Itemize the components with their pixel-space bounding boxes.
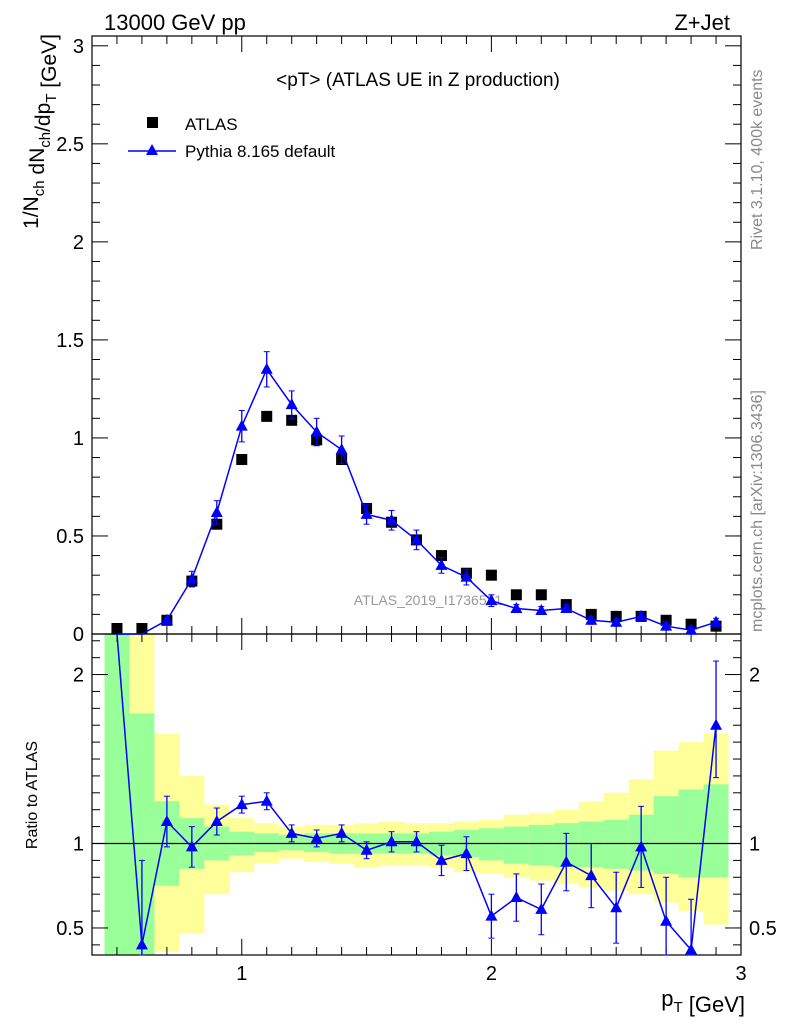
ratio-band-green-bin bbox=[279, 835, 305, 851]
ratio-y-tick-label-left: 2 bbox=[73, 665, 84, 687]
ratio-point bbox=[485, 909, 498, 921]
ratio-point bbox=[135, 938, 148, 950]
ratio-point bbox=[510, 891, 523, 903]
header-left-label: 13000 GeV pp bbox=[104, 10, 246, 35]
ratio-point bbox=[660, 914, 673, 926]
main-title: <pT> (ATLAS UE in Z production) bbox=[276, 70, 560, 91]
ratio-point bbox=[285, 826, 298, 838]
ratio-band-green-bin bbox=[104, 634, 130, 955]
legend-pythia-label: Pythia 8.165 default bbox=[185, 142, 336, 161]
ratio-y-tick-label-right: 1 bbox=[749, 833, 760, 855]
pythia-point bbox=[535, 603, 548, 615]
ratio-y-tick-label-left: 0.5 bbox=[56, 918, 84, 940]
ratio-band-green-bin bbox=[478, 828, 504, 861]
pythia-point bbox=[235, 419, 248, 431]
ratio-y-tick-label-left: 1 bbox=[73, 833, 84, 855]
x-tick-label: 1 bbox=[236, 963, 247, 985]
pythia-point bbox=[435, 558, 448, 570]
pythia-point bbox=[410, 533, 423, 545]
atlas-point bbox=[510, 589, 522, 601]
ratio-band-green-bin bbox=[653, 796, 679, 874]
ratio-point bbox=[360, 843, 373, 855]
header-right-label: Z+Jet bbox=[674, 10, 730, 35]
main-y-tick-label: 0.5 bbox=[56, 526, 84, 548]
ratio-point bbox=[235, 798, 248, 810]
pythia-point bbox=[385, 513, 398, 525]
ratio-point bbox=[710, 718, 723, 730]
ratio-point bbox=[685, 943, 698, 955]
side-label-rivet: Rivet 3.1.10, 400k events bbox=[749, 69, 766, 250]
ratio-point bbox=[560, 855, 573, 867]
ratio-point bbox=[535, 902, 548, 914]
main-y-tick-label: 2 bbox=[73, 232, 84, 254]
pythia-point bbox=[485, 594, 498, 606]
ratio-point bbox=[185, 840, 198, 852]
pythia-point bbox=[210, 505, 223, 517]
ratio-band-green-bin bbox=[528, 824, 554, 866]
ratio-point bbox=[585, 869, 598, 881]
ratio-point bbox=[410, 835, 423, 847]
pythia-point bbox=[710, 615, 723, 627]
atlas-point bbox=[236, 454, 248, 466]
x-tick-label: 2 bbox=[486, 963, 497, 985]
pythia-point bbox=[560, 602, 573, 614]
main-y-tick-label: 1.5 bbox=[56, 330, 84, 352]
ratio-band-green-bin bbox=[603, 819, 629, 869]
x-axis-label: pT [GeV] bbox=[661, 986, 745, 1017]
main-y-tick-label: 1 bbox=[73, 428, 84, 450]
main-y-tick-label: 2.5 bbox=[56, 134, 84, 156]
pythia-point bbox=[360, 507, 373, 519]
pythia-point bbox=[460, 570, 473, 582]
ratio-point bbox=[460, 847, 473, 859]
pythia-point bbox=[510, 602, 523, 614]
pythia-point bbox=[185, 572, 198, 584]
legend-atlas-label: ATLAS bbox=[185, 115, 238, 134]
atlas-point bbox=[111, 623, 123, 634]
ratio-point bbox=[210, 815, 223, 827]
ratio-point bbox=[610, 901, 623, 913]
ratio-point bbox=[635, 840, 648, 852]
ratio-point bbox=[160, 815, 173, 827]
pythia-point bbox=[260, 362, 273, 374]
main-y-axis-label: 1/Nch dNch/dpT [GeV] bbox=[20, 34, 61, 229]
ratio-y-tick-label-right: 0.5 bbox=[749, 918, 777, 940]
ratio-point bbox=[435, 853, 448, 865]
atlas-point bbox=[136, 623, 148, 634]
x-tick-label: 3 bbox=[735, 963, 746, 985]
side-label-mcplots: mcplots.cern.ch [arXiv:1306.3436] bbox=[749, 390, 766, 632]
ratio-point bbox=[260, 794, 273, 806]
ratio-band-green-bin bbox=[254, 833, 280, 852]
ratio-point bbox=[335, 826, 348, 838]
atlas-point bbox=[535, 589, 547, 601]
pythia-point bbox=[685, 623, 698, 635]
atlas-point bbox=[485, 569, 497, 581]
ratio-y-axis-label: Ratio to ATLAS bbox=[24, 741, 41, 849]
pythia-point bbox=[285, 398, 298, 410]
watermark-label: ATLAS_2019_I1736531 bbox=[354, 592, 503, 608]
pythia-point bbox=[160, 613, 173, 625]
ratio-point bbox=[310, 831, 323, 843]
legend-pythia-marker bbox=[146, 144, 158, 155]
ratio-band-green-bin bbox=[503, 826, 529, 864]
pythia-point bbox=[635, 609, 648, 621]
atlas-point bbox=[286, 414, 298, 426]
main-y-tick-label: 0 bbox=[73, 624, 84, 646]
atlas-point bbox=[261, 410, 273, 422]
pythia-point bbox=[585, 613, 598, 625]
ratio-band-green-bin bbox=[678, 789, 704, 878]
pythia-point bbox=[310, 425, 323, 437]
pythia-point bbox=[660, 619, 673, 631]
ratio-point bbox=[385, 835, 398, 847]
pythia-point bbox=[610, 615, 623, 627]
pythia-point bbox=[335, 443, 348, 455]
atlas-point bbox=[435, 550, 447, 562]
ratio-y-tick-label-right: 2 bbox=[749, 665, 760, 687]
ratio-pythia-line bbox=[116, 633, 717, 952]
main-y-tick-label: 3 bbox=[73, 36, 84, 58]
legend-atlas-marker bbox=[147, 117, 158, 128]
